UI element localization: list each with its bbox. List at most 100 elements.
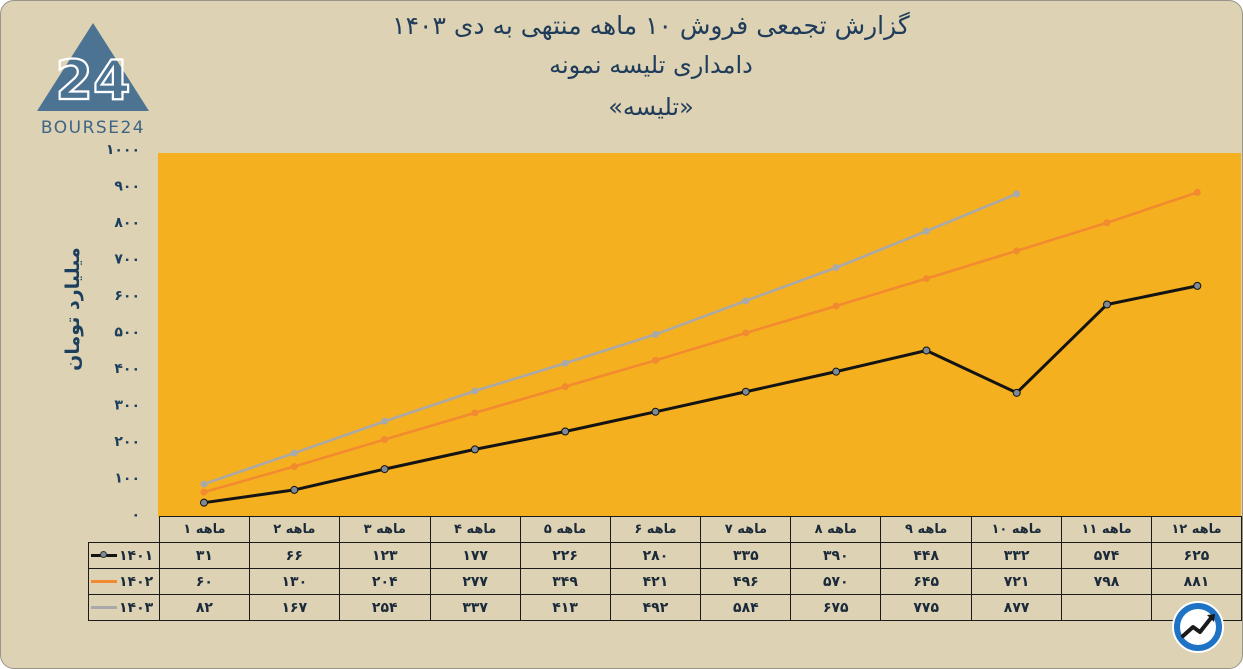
column-header: ۶ ماهه [609,516,702,543]
table-cell: ۲۵۴ [338,594,431,621]
table-cell: ۴۴۸ [880,542,973,569]
chart-ticker: «تلیسه» [608,93,694,121]
bourse24-logo: 24 BOURSE24 [37,23,149,138]
data-point [381,417,389,425]
table-cell: ۳۳۵ [700,542,792,569]
data-point [832,264,840,272]
column-header: ۹ ماهه [880,516,973,543]
table-cell: ۳۱ [158,542,250,569]
column-header: ۳ ماهه [338,516,431,543]
data-point [471,387,479,395]
y-tick-label: ۳۰۰ [114,398,140,414]
data-point [651,407,660,416]
table-cell: ۸۲ [158,594,250,621]
data-point [832,367,841,376]
table-cell: ۳۳۲ [971,542,1063,569]
table-cell: ۸۷۷ [971,594,1063,621]
series-line-2 [203,192,1018,486]
y-tick-label: ۱۰۰۰ [106,142,140,158]
y-axis-ticks: ۰ ۱۰۰ ۲۰۰ ۳۰۰ ۴۰۰ ۵۰۰ ۶۰۰ ۷۰۰ ۸۰۰ ۹۰۰ ۱۰۰۰ [106,142,140,521]
data-point [561,359,569,367]
data-point [200,488,208,496]
data-point [381,436,389,444]
series-line-1 [203,191,1198,494]
y-tick-label: ۸۰۰ [114,215,140,231]
table-cell: ۳۴۹ [519,568,611,595]
series-name: ۱۴۰۱ [119,547,154,564]
series-name: ۱۴۰۲ [119,573,154,590]
data-point [832,302,840,310]
data-point [290,463,298,471]
data-point [380,465,389,474]
logo-text: BOURSE24 [41,118,145,138]
column-header: ۱۲ ماهه [1150,516,1242,543]
table-cell: ۴۹۶ [700,568,792,595]
table-cell: ۲۸۰ [609,542,702,569]
table-cell: ۷۲۱ [971,568,1063,595]
table-row: ۱۴۰۳ ۸۲ ۱۶۷ ۲۵۴ ۳۳۷ ۴۱۳ ۴۹۲ ۵۸۴ ۶۷۵ ۷۷۵ ۸۷۷ [88,594,1242,621]
table-cell: ۶۴۵ [880,568,973,595]
series-points [200,188,1202,507]
table-cell: ۱۲۳ [338,542,431,569]
data-point [1103,300,1111,309]
table-cell: ۳۹۰ [790,542,882,569]
data-point [1013,190,1021,198]
column-header: ۴ ماهه [429,516,521,543]
data-point [561,383,569,391]
table-cell: ۱۶۷ [248,594,340,621]
data-point [1013,247,1021,255]
chart-title: گزارش تجمعی فروش ۱۰ ماهه منتهی به دی ۱۴۰… [392,11,910,40]
data-point [290,485,299,494]
legend-swatch [91,551,117,558]
plot-area [158,153,1241,517]
table-cell: ۶۲۵ [1150,542,1242,569]
data-point [290,449,298,457]
y-tick-label: ۰ [131,507,140,521]
y-tick-label: ۷۰۰ [114,252,140,268]
data-point [922,227,930,235]
table-cell: ۶۷۵ [790,594,882,621]
table-cell: ۲۰۴ [338,568,431,595]
column-header: ۱۱ ماهه [1061,516,1152,543]
table-cell: ۴۹۲ [609,594,702,621]
series-name: ۱۴۰۳ [119,599,154,616]
data-point [741,387,750,396]
series-legend: ۱۴۰۱ [88,542,160,569]
series-line-0 [203,284,1198,505]
table-cell: ۵۷۰ [790,568,882,595]
data-point [470,445,479,454]
table-cell: ۶۶ [248,542,340,569]
column-header: ۷ ماهه [700,516,792,543]
legend-swatch [91,580,117,583]
data-point [742,329,750,337]
table-cell: ۴۲۱ [609,568,702,595]
logo-mark: 24 [55,49,130,112]
y-tick-label: ۶۰۰ [114,288,140,304]
table-cell: ۵۸۴ [700,594,792,621]
table-header-row: ۱ ماهه ۲ ماهه ۳ ماهه ۴ ماهه ۵ ماهه ۶ ماهه ۷ ما… [89,516,1242,543]
data-point [1193,281,1202,290]
column-header: ۱۰ ماهه [971,516,1063,543]
trend-up-icon [1172,601,1224,653]
data-point [561,427,570,436]
column-header: ۱ ماهه [158,516,250,543]
table-cell: ۱۷۷ [429,542,521,569]
y-tick-label: ۴۰۰ [114,361,140,377]
data-table: ۱ ماهه ۲ ماهه ۳ ماهه ۴ ماهه ۵ ماهه ۶ ماهه ۷ ما… [88,516,1242,621]
table-cell: ۳۳۷ [429,594,521,621]
y-tick-label: ۵۰۰ [114,325,140,341]
series-lines [203,191,1198,505]
column-header: ۸ ماهه [790,516,882,543]
chart-subtitle: دامداری تلیسه نمونه [549,51,753,79]
table-row: ۱۴۰۱ ۳۱ ۶۶ ۱۲۳ ۱۷۷ ۲۲۶ ۲۸۰ ۳۳۵ ۳۹۰ ۴۴۸ ۳۳۲ ۵۷۴ ۶۲۵ [88,542,1242,569]
y-tick-label: ۲۰۰ [114,434,140,450]
y-tick-label: ۹۰۰ [114,179,140,195]
data-point [1012,388,1021,397]
data-point [1103,219,1111,227]
table-cell: ۱۳۰ [248,568,340,595]
table-cell: ۲۷۷ [429,568,521,595]
table-row: ۱۴۰۲ ۶۰ ۱۳۰ ۲۰۴ ۲۷۷ ۳۴۹ ۴۲۱ ۴۹۶ ۵۷۰ ۶۴۵ ۷۲۱ ۷۹۸ ۸۸۱ [88,568,1242,595]
table-cell: ۷۹۸ [1061,568,1152,595]
table-cell: ۴۱۳ [519,594,611,621]
